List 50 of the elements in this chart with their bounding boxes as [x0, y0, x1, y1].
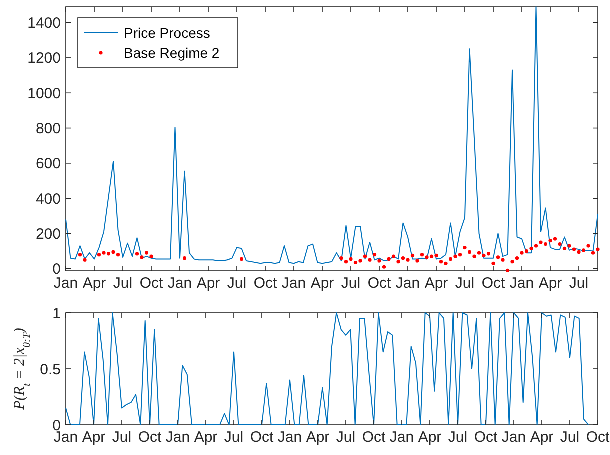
x-tick-label: Oct [368, 275, 392, 292]
x-tick-label: Jul [112, 429, 132, 446]
y-tick-label: 400 [36, 190, 61, 208]
y-tick-label: 600 [36, 156, 61, 173]
x-tick-label: Apr [196, 275, 220, 292]
y-tick-label: 800 [36, 120, 61, 138]
x-tick-label: Jul [560, 429, 580, 446]
x-tick-label: Jul [336, 429, 356, 446]
x-tick-label: Jan [168, 275, 192, 292]
line-series [66, 312, 590, 426]
x-tick-label: Jul [341, 275, 361, 292]
x-tick-label: Jan [166, 429, 190, 446]
legend-label: Price Process [124, 24, 210, 41]
x-tick-label: Jul [448, 429, 468, 446]
x-tick-label: Jan [510, 275, 534, 292]
x-tick-label: Oct [254, 275, 278, 292]
x-tick-label: Jul [569, 275, 589, 292]
x-tick-label: Apr [538, 275, 562, 292]
x-tick-label: Oct [362, 429, 386, 446]
legend-label: Base Regime 2 [124, 44, 220, 61]
x-tick-label: Oct [250, 429, 274, 446]
y-tick-label: 1000 [28, 85, 61, 102]
y-tick-label: 1 [52, 305, 61, 322]
x-tick-label: Jul [224, 429, 244, 446]
x-tick-label: Apr [194, 429, 218, 446]
x-tick-label: Apr [418, 429, 442, 446]
line-series [66, 6, 598, 264]
x-tick-label: Jul [113, 275, 133, 292]
x-tick-label: Oct [138, 429, 162, 446]
x-tick-label: Apr [530, 429, 554, 446]
x-tick-label: Jan [396, 275, 420, 292]
x-tick-label: Oct [474, 429, 498, 446]
y-tick-label: 1400 [28, 15, 61, 32]
x-tick-label: Jul [227, 275, 247, 292]
x-tick-label: Apr [306, 429, 330, 446]
x-tick-label: Apr [310, 275, 334, 292]
y-tick-label: 200 [36, 226, 61, 243]
x-tick-label: Apr [82, 275, 106, 292]
x-tick-label: Oct [482, 275, 506, 292]
x-tick-label: Oct [140, 275, 164, 292]
x-tick-label: Oct [586, 429, 610, 446]
y-tick-label: 1200 [28, 50, 61, 68]
x-tick-label: Apr [82, 429, 106, 446]
x-tick-label: Apr [424, 275, 448, 292]
x-tick-label: Jul [455, 275, 475, 292]
x-tick-label: Jan [278, 429, 302, 446]
x-tick-label: Jan [502, 429, 526, 446]
x-tick-label: Jan [282, 275, 306, 292]
x-tick-label: Jan [390, 429, 414, 446]
y-tick-label: 0.5 [40, 361, 61, 378]
